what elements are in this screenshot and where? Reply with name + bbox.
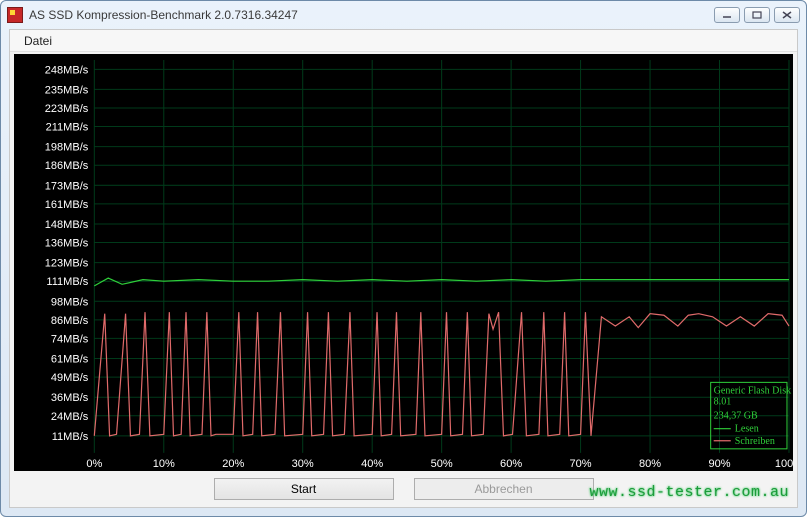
svg-text:161MB/s: 161MB/s [45,199,89,211]
titlebar: AS SSD Kompression-Benchmark 2.0.7316.34… [1,1,806,29]
svg-text:98MB/s: 98MB/s [51,296,89,308]
app-icon [7,7,23,23]
abort-button: Abbrechen [414,478,594,500]
svg-text:100%: 100% [775,458,793,470]
button-bar: Start Abbrechen www.ssd-tester.com.au [10,471,797,507]
svg-text:74MB/s: 74MB/s [51,333,89,345]
svg-text:8.01: 8.01 [714,397,732,408]
watermark-text: www.ssd-tester.com.au [589,484,789,501]
svg-text:235MB/s: 235MB/s [45,84,89,96]
menu-file[interactable]: Datei [18,32,58,50]
svg-text:Lesen: Lesen [735,424,759,435]
svg-text:50%: 50% [431,458,453,470]
client-area: Datei 11MB/s 24MB/s 36MB/s 49MB/s 61MB/s 74MB… [9,29,798,508]
svg-text:0%: 0% [86,458,102,470]
start-button[interactable]: Start [214,478,394,500]
minimize-button[interactable] [714,7,740,23]
svg-text:123MB/s: 123MB/s [45,258,89,270]
svg-text:86MB/s: 86MB/s [51,315,89,327]
window-title: AS SSD Kompression-Benchmark 2.0.7316.34… [29,8,708,22]
close-button[interactable] [774,7,800,23]
benchmark-chart: 11MB/s 24MB/s 36MB/s 49MB/s 61MB/s 74MB/s 86MB… [14,54,793,471]
svg-text:70%: 70% [570,458,592,470]
svg-text:148MB/s: 148MB/s [45,219,89,231]
window-buttons [714,7,800,23]
svg-text:24MB/s: 24MB/s [51,411,89,423]
svg-text:60%: 60% [500,458,522,470]
app-window: AS SSD Kompression-Benchmark 2.0.7316.34… [0,0,807,517]
svg-text:61MB/s: 61MB/s [51,354,89,366]
svg-text:234,37 GB: 234,37 GB [714,411,758,422]
svg-text:20%: 20% [222,458,244,470]
svg-text:Generic Flash Disk: Generic Flash Disk [714,385,792,396]
svg-text:186MB/s: 186MB/s [45,160,89,172]
svg-text:223MB/s: 223MB/s [45,103,89,115]
menubar: Datei [10,30,797,52]
svg-text:111MB/s: 111MB/s [46,276,88,288]
svg-text:11MB/s: 11MB/s [52,431,89,443]
svg-text:36MB/s: 36MB/s [51,392,89,404]
svg-text:211MB/s: 211MB/s [46,122,89,134]
maximize-button[interactable] [744,7,770,23]
svg-text:136MB/s: 136MB/s [45,238,89,250]
svg-text:80%: 80% [639,458,661,470]
svg-text:49MB/s: 49MB/s [51,372,89,384]
svg-text:30%: 30% [292,458,314,470]
svg-text:198MB/s: 198MB/s [45,142,89,154]
svg-text:90%: 90% [708,458,730,470]
svg-text:173MB/s: 173MB/s [45,180,89,192]
svg-text:10%: 10% [153,458,175,470]
svg-text:Schreiben: Schreiben [735,436,775,447]
svg-text:40%: 40% [361,458,383,470]
svg-text:248MB/s: 248MB/s [45,64,89,76]
